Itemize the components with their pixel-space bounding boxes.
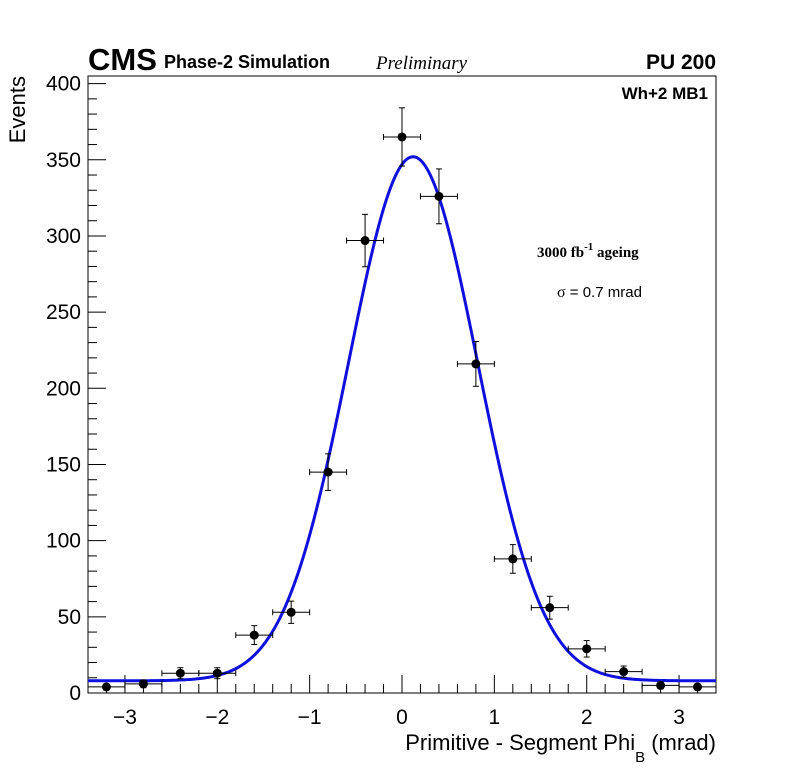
ageing-suffix: ageing — [593, 245, 639, 261]
y-tick-label: 350 — [46, 149, 81, 172]
data-point — [309, 453, 348, 491]
y-tick-label: 50 — [58, 606, 81, 629]
ageing-prefix: 3000 fb — [537, 245, 584, 261]
data-point — [124, 679, 163, 689]
data-marker — [138, 679, 148, 689]
data-marker — [619, 667, 629, 677]
data-marker — [693, 682, 703, 692]
data-marker — [175, 668, 185, 678]
y-tick-label: 400 — [46, 73, 81, 96]
y-tick-label: 0 — [69, 682, 81, 705]
y-axis-title: Events — [5, 76, 30, 143]
data-marker — [434, 191, 444, 201]
x-tick-label: 2 — [581, 706, 593, 729]
pileup-label: PU 200 — [646, 51, 716, 74]
x-axis-title: Primitive - Segment PhiB (mrad) — [405, 730, 716, 766]
x-tick-label: −2 — [205, 706, 229, 729]
data-marker — [397, 132, 407, 142]
y-tick-label: 100 — [46, 530, 81, 553]
data-point — [272, 600, 311, 624]
data-point — [678, 682, 717, 692]
y-tick-label: 300 — [46, 225, 81, 248]
data-point — [346, 213, 385, 268]
x-tick-label: 0 — [396, 706, 408, 729]
data-point — [530, 595, 569, 620]
x-tick-label: 1 — [489, 706, 501, 729]
ageing-exponent: -1 — [584, 241, 593, 253]
ageing-label: 3000 fb-1 ageing — [537, 241, 639, 261]
x-tick-label: 3 — [673, 706, 685, 729]
sigma-value: = 0.7 mrad — [566, 284, 642, 301]
x-axis-title-main: Primitive - Segment Phi — [405, 730, 635, 755]
data-marker — [212, 668, 222, 678]
data-marker — [286, 607, 296, 617]
y-axis: 0 50 100 150 200 250 300 350 400 — [46, 73, 106, 705]
data-marker — [582, 644, 592, 654]
data-marker — [508, 554, 518, 564]
data-point — [456, 341, 495, 387]
data-point — [419, 168, 458, 225]
sigma-symbol: σ — [557, 284, 566, 301]
y-tick-label: 200 — [46, 377, 81, 400]
data-point — [493, 544, 532, 574]
data-marker — [545, 603, 555, 613]
y-tick-label: 150 — [46, 453, 81, 476]
x-axis-title-unit: (mrad) — [645, 730, 716, 755]
data-point — [87, 682, 126, 692]
data-marker — [249, 630, 259, 640]
data-point — [235, 625, 274, 646]
data-marker — [656, 680, 666, 690]
data-point — [567, 640, 606, 658]
plot-frame — [87, 75, 717, 694]
data-point — [198, 667, 237, 680]
cms-label: CMS — [88, 42, 157, 77]
data-marker — [101, 682, 111, 692]
data-marker — [360, 236, 370, 246]
simulation-label: Phase-2 Simulation — [164, 52, 330, 72]
y-tick-label: 250 — [46, 301, 81, 324]
data-point — [161, 667, 200, 680]
data-marker — [471, 359, 481, 369]
x-axis: −3 −2 −1 0 1 2 3 — [105, 675, 699, 729]
data-points — [87, 107, 717, 692]
sigma-label: σ = 0.7 mrad — [557, 284, 642, 301]
data-point — [383, 107, 421, 167]
station-label: Wh+2 MB1 — [622, 84, 708, 103]
x-axis-title-sub: B — [635, 749, 645, 766]
preliminary-label: Preliminary — [375, 53, 468, 74]
data-marker — [323, 467, 333, 477]
x-tick-label: −1 — [298, 706, 322, 729]
data-point — [604, 665, 643, 678]
data-point — [641, 680, 680, 690]
gaussian-fit-curve — [88, 155, 716, 683]
x-tick-label: −3 — [113, 706, 137, 729]
